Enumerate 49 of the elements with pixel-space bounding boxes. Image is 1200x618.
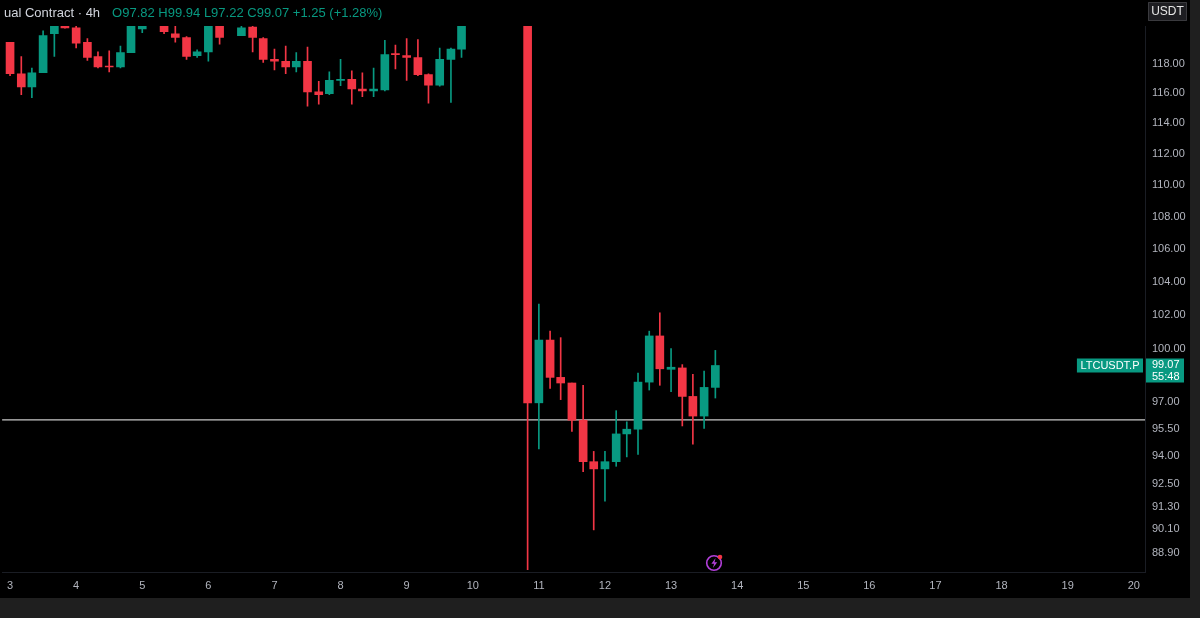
x-tick-label: 15 (797, 578, 810, 591)
y-tick-label: 92.50 (1152, 476, 1180, 489)
candlestick (314, 80, 324, 105)
y-tick-label: 114.00 (1152, 116, 1185, 129)
candlestick (446, 47, 456, 103)
x-tick-label: 6 (205, 578, 212, 591)
candlestick (281, 45, 291, 75)
annotation: LTCUSDT.P (1080, 358, 1140, 371)
y-tick-label: 112.00 (1152, 146, 1185, 159)
y-tick-label: 95.50 (1152, 421, 1180, 434)
y-tick-label: 110.00 (1152, 177, 1185, 190)
x-tick-label: 16 (863, 578, 876, 591)
candlestick (622, 421, 632, 458)
y-tick-label: 94.00 (1152, 449, 1180, 462)
x-tick-label: 7 (271, 578, 278, 591)
x-tick-label: 12 (598, 578, 612, 591)
y-tick-label: 91.30 (1152, 499, 1180, 512)
x-tick-label: 4 (73, 578, 80, 591)
x-tick-label: 17 (929, 578, 942, 591)
x-tick-label: 14 (731, 578, 744, 591)
annotation: 99.07 (1152, 358, 1180, 371)
y-tick-label: 88.90 (1152, 545, 1180, 558)
y-tick-label: 118.00 (1152, 56, 1185, 69)
x-tick-label: 18 (995, 578, 1008, 591)
y-tick-label: 108.00 (1152, 209, 1186, 222)
chart-title: ual Contract · 4h (4, 4, 101, 20)
candlestick (600, 451, 610, 502)
y-tick-label: 90.10 (1152, 522, 1180, 535)
y-tick-label: 106.00 (1152, 241, 1186, 254)
x-tick-label: 19 (1061, 578, 1074, 591)
y-tick-label: 97.00 (1152, 394, 1180, 407)
x-tick-label: 9 (403, 578, 410, 591)
candlestick (589, 451, 599, 531)
x-tick-label: 8 (337, 578, 344, 591)
y-axis-title: USDT (1151, 4, 1185, 19)
y-tick-label: 100.00 (1152, 342, 1186, 355)
text: 55:48 (1152, 370, 1180, 383)
x-tick-label: 3 (7, 578, 14, 591)
y-tick-label: 102.00 (1152, 308, 1186, 321)
x-tick-label: 11 (533, 578, 545, 591)
x-tick-label: 10 (466, 578, 479, 591)
candlestick (666, 348, 676, 392)
y-tick-label: 116.00 (1152, 86, 1185, 99)
x-tick-label: 5 (139, 578, 146, 591)
x-tick-label: 13 (664, 578, 678, 591)
candlestick (556, 337, 565, 400)
chart-subtitle: O97.82 H99.94 L97.22 C99.07 +1.25 (+1.28%) (112, 4, 383, 20)
y-tick-label: 104.00 (1152, 274, 1186, 287)
x-tick-label: 20 (1127, 578, 1140, 591)
